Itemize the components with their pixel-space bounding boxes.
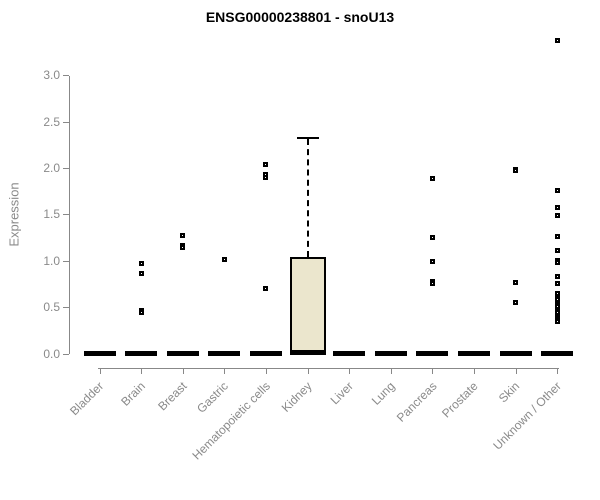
outlier-point	[554, 37, 560, 43]
y-tick	[63, 75, 69, 77]
x-axis-label: Prostate	[439, 379, 481, 421]
x-axis-label: Gastric	[194, 379, 232, 416]
outlier-point	[513, 168, 518, 174]
x-tick	[224, 368, 226, 374]
x-tick	[432, 368, 434, 374]
outlier-point	[554, 318, 560, 324]
zero-median-bar	[416, 351, 449, 356]
outlier-point	[263, 286, 269, 292]
outlier-point	[180, 233, 186, 239]
x-tick	[265, 368, 267, 374]
outlier-point	[429, 235, 435, 241]
x-tick	[141, 368, 143, 374]
zero-median-bar	[166, 351, 199, 356]
zero-median-bar	[499, 351, 532, 356]
y-tick-label: 3.0	[43, 68, 60, 83]
x-axis-label: Kidney	[278, 379, 315, 415]
x-axis-label: Skin	[495, 379, 523, 406]
y-tick	[63, 214, 69, 216]
box-whisker	[306, 138, 309, 258]
outlier-point	[554, 248, 560, 254]
outlier-point	[513, 300, 518, 305]
x-tick	[182, 368, 184, 374]
zero-median-bar	[374, 351, 407, 356]
outlier-point	[513, 279, 518, 285]
zero-median-bar	[125, 351, 158, 356]
y-tick-label: 2.0	[43, 161, 60, 176]
zero-median-bar	[333, 351, 366, 356]
zero-median-bar	[457, 351, 490, 356]
x-axis-label: Hematopoietic cells	[189, 379, 273, 463]
x-tick	[473, 368, 475, 374]
x-tick	[349, 368, 351, 374]
x-tick	[99, 368, 101, 374]
outlier-point	[263, 174, 269, 180]
y-axis-title: Expression	[6, 182, 22, 247]
outlier-point	[429, 175, 435, 181]
outlier-point	[138, 271, 144, 277]
x-axis-label: Lung	[368, 379, 398, 408]
outlier-point	[554, 260, 560, 266]
y-tick-label: 0.5	[43, 300, 60, 315]
x-tick	[557, 368, 559, 374]
y-tick	[63, 307, 69, 309]
x-axis-label: Liver	[327, 379, 357, 408]
x-axis-label: Breast	[155, 379, 190, 414]
y-tick	[63, 353, 69, 355]
outlier-point	[554, 187, 560, 193]
outlier-point	[138, 261, 144, 267]
zero-median-bar	[83, 351, 116, 356]
outlier-point	[429, 259, 435, 265]
box-whisker-cap	[296, 136, 319, 139]
outlier-point	[554, 212, 560, 218]
outlier-point	[221, 257, 227, 263]
x-axis-label: Bladder	[67, 379, 107, 419]
y-tick-label: 2.5	[43, 114, 60, 129]
outlier-point	[554, 205, 560, 211]
outlier-point	[138, 310, 144, 316]
y-tick-label: 1.0	[43, 253, 60, 268]
x-tick	[515, 368, 517, 374]
zero-median-bar	[208, 351, 241, 356]
outlier-point	[554, 274, 560, 280]
box-body	[289, 257, 326, 352]
outlier-point	[429, 280, 435, 286]
y-tick-label: 0.0	[43, 346, 60, 361]
x-axis-label: Brain	[118, 379, 149, 409]
outlier-point	[180, 245, 186, 251]
x-tick	[390, 368, 392, 374]
x-axis-line	[97, 368, 560, 369]
outlier-point	[263, 161, 269, 167]
x-axis-label: Pancreas	[393, 379, 440, 425]
outlier-point	[554, 234, 560, 240]
y-tick-label: 1.5	[43, 207, 60, 222]
y-tick	[63, 260, 69, 262]
box-median	[289, 349, 326, 355]
chart-title: ENSG00000238801 - snoU13	[205, 9, 395, 25]
zero-median-bar	[541, 351, 574, 356]
y-axis-line	[69, 75, 70, 354]
outlier-point	[554, 280, 560, 286]
y-tick	[63, 121, 69, 123]
y-tick	[63, 168, 69, 170]
zero-median-bar	[249, 351, 282, 356]
x-tick	[307, 368, 309, 374]
